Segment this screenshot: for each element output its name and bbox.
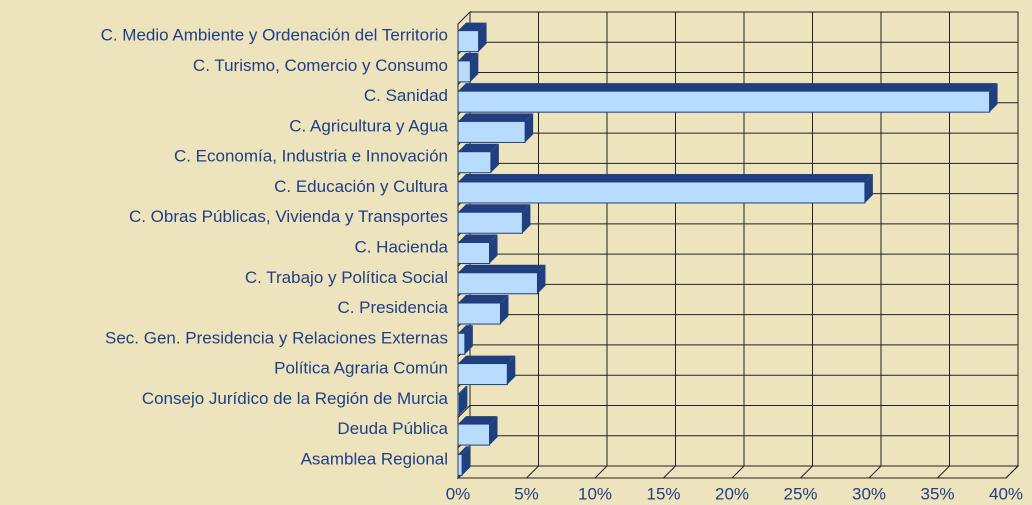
bar — [457, 423, 491, 446]
bar-side — [459, 385, 468, 415]
bar-top — [458, 204, 531, 213]
floor-grid-line — [800, 465, 813, 479]
bar — [457, 181, 866, 204]
y-tick-label: C. Trabajo y Política Social — [245, 268, 448, 287]
bar — [457, 453, 463, 476]
x-tick-label: 30% — [852, 484, 886, 503]
row-grid-line — [457, 405, 471, 418]
bar-top — [458, 83, 998, 92]
bar-side — [490, 143, 499, 173]
bar-top — [458, 234, 498, 243]
bar-top — [458, 22, 487, 31]
floor-grid-line — [868, 465, 882, 479]
floor-grid-line — [937, 465, 950, 479]
x-tick-label: 35% — [920, 484, 954, 503]
bar-side — [464, 325, 473, 355]
bar-top — [458, 416, 498, 425]
bar — [457, 120, 526, 143]
bar-top — [458, 173, 873, 182]
x-tick-label: 0% — [446, 484, 471, 503]
x-tick-label: 40% — [989, 484, 1023, 503]
bar-side — [507, 355, 516, 385]
bar — [457, 211, 523, 234]
bar — [457, 302, 501, 325]
y-tick-label: Consejo Jurídico de la Región de Murcia — [142, 389, 449, 408]
bar-side — [537, 264, 546, 294]
bar-top — [458, 52, 479, 61]
bar — [457, 30, 480, 53]
bar-top — [458, 446, 471, 455]
y-tick-label: C. Economía, Industria e Innovación — [174, 147, 448, 166]
floor-grid-line — [731, 465, 745, 479]
bar-side — [470, 52, 479, 82]
bar-side — [489, 234, 498, 264]
bar — [457, 393, 460, 416]
bar — [457, 60, 471, 83]
bar-side — [500, 295, 509, 325]
bar-side — [525, 113, 534, 143]
y-tick-label: C. Hacienda — [354, 237, 448, 256]
x-tick-label: 10% — [578, 484, 612, 503]
bar-side — [522, 204, 531, 234]
bar-top — [458, 264, 546, 273]
bar-top — [458, 385, 468, 394]
y-tick-label: C. Agricultura y Agua — [289, 116, 448, 135]
y-tick-label: Política Agraria Común — [274, 359, 448, 378]
y-tick-label: C. Sanidad — [364, 86, 448, 105]
x-tick-label: 25% — [783, 484, 817, 503]
bar — [457, 272, 538, 295]
bar-side — [989, 83, 998, 113]
y-tick-label: Deuda Pública — [337, 419, 448, 438]
bar-side — [489, 416, 498, 446]
y-tick-label: C. Presidencia — [337, 298, 448, 317]
y-tick-label: C. Educación y Cultura — [274, 177, 448, 196]
bar — [457, 90, 991, 113]
x-tick-label: 20% — [715, 484, 749, 503]
y-tick-label: Asamblea Regional — [301, 449, 448, 468]
y-tick-label: C. Medio Ambiente y Ordenación del Terri… — [101, 26, 448, 45]
bar-side — [864, 173, 873, 203]
y-tick-label: C. Turismo, Comercio y Consumo — [193, 56, 448, 75]
bar-top — [458, 325, 473, 334]
x-tick-label: 5% — [514, 484, 539, 503]
bar-top — [458, 295, 509, 304]
bar — [457, 363, 508, 386]
floor-grid-line — [594, 465, 608, 479]
bar — [457, 242, 491, 264]
x-tick-label: 15% — [646, 484, 680, 503]
bar — [457, 332, 466, 355]
floor-grid-line — [526, 465, 539, 479]
bar-side — [462, 446, 471, 476]
y-tick-label: C. Obras Públicas, Vivienda y Transporte… — [129, 207, 448, 226]
floor-grid-line — [663, 465, 676, 479]
bar-side — [478, 22, 487, 52]
y-tick-label: Sec. Gen. Presidencia y Relaciones Exter… — [105, 328, 448, 347]
bar-top — [458, 113, 534, 122]
bar-top — [458, 143, 499, 152]
bar — [457, 151, 492, 174]
floor-grid-line — [1005, 465, 1019, 479]
bar-top — [458, 355, 516, 364]
